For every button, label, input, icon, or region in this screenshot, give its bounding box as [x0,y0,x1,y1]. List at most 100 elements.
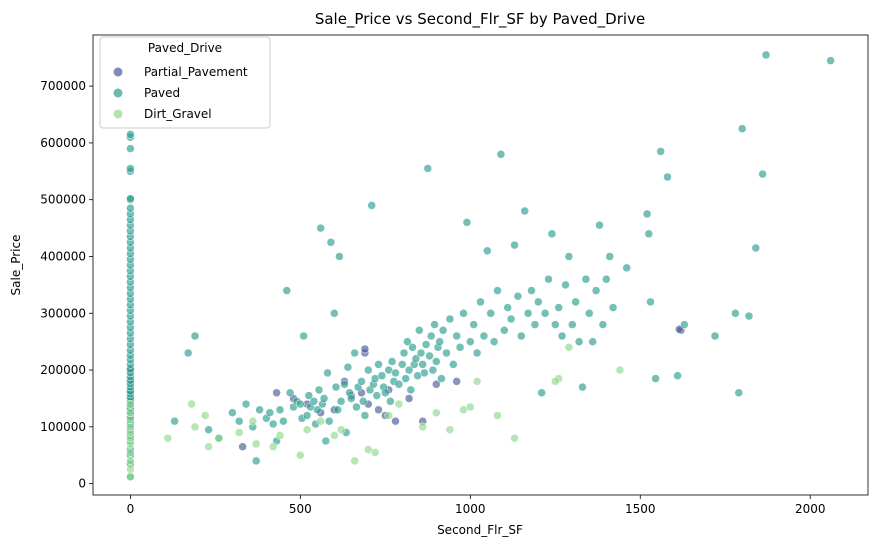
point-paved [503,303,512,312]
point-paved [734,388,744,398]
point-paved [642,209,652,219]
point-paved [517,331,526,341]
point-paved [358,397,368,406]
point-paved [296,399,305,409]
point-paved [377,371,387,380]
point-paved [442,348,451,358]
point-paved [428,365,438,375]
chart-title: Sale_Price vs Second_Flr_SF by Paved_Dri… [315,10,645,29]
point-partial-pavement [452,377,461,386]
x-axis-label: Second_Flr_SF [437,523,523,537]
point-dirt-gravel [190,422,200,432]
point-paved [644,229,654,239]
point-paved [523,309,533,318]
point-paved [452,331,461,341]
point-paved [445,314,455,324]
point-paved [544,274,553,284]
points-layer [126,50,835,482]
point-paved [234,416,244,426]
point-paved [527,286,536,295]
point-paved [335,252,344,261]
point-paved [483,246,492,256]
point-paved [493,286,502,295]
point-paved [622,263,631,273]
point-paved [401,374,410,383]
point-dirt-gravel [472,377,482,386]
point-paved [673,371,682,380]
y-tick-label: 600000 [40,136,86,150]
point-paved [279,416,288,426]
x-tick-label: 1000 [455,502,486,516]
point-dirt-gravel [466,402,475,412]
point-dirt-gravel [370,448,380,457]
point-paved [418,360,427,369]
point-paved [386,397,395,406]
point-paved [304,391,314,400]
point-paved [415,326,424,335]
point-paved [486,309,495,318]
y-tick-label: 700000 [40,79,86,93]
point-paved [591,286,601,295]
point-partial-pavement [238,442,247,451]
x-tick-label: 0 [127,502,135,516]
point-paved [554,303,563,312]
point-paved [513,291,523,301]
point-paved [663,172,672,182]
point-paved [534,297,543,307]
point-paved [255,405,264,415]
point-paved [449,360,458,369]
point-paved [421,340,431,349]
point-paved [313,405,322,415]
legend-box [99,36,271,129]
point-paved [324,416,334,426]
point-dirt-gravel [126,465,135,474]
point-paved [268,419,278,429]
point-paved [826,56,835,65]
point-paved [432,357,441,366]
y-axis-ticks: 0 100000 200000 300000 400000 500000 600000 700… [40,79,93,491]
point-partial-pavement [432,380,441,389]
y-axis-label: Sale_Price [9,235,23,296]
point-paved [430,320,439,329]
point-paved [416,348,426,358]
point-paved [438,326,448,335]
point-paved [564,252,574,261]
point-paved [605,252,614,261]
point-paved [598,320,608,329]
point-paved [588,337,597,346]
point-partial-pavement [374,405,383,415]
point-dirt-gravel [615,365,625,375]
point-paved [455,343,465,352]
point-dirt-gravel [316,416,325,426]
x-tick-label: 2000 [795,502,826,516]
point-paved [183,348,193,358]
point-paved [411,354,421,363]
point-dirt-gravel [551,377,560,386]
point-dirt-gravel [204,442,213,451]
point-paved [574,337,584,346]
point-dirt-gravel [432,408,441,417]
point-paved [479,331,489,341]
point-paved [360,411,370,420]
point-dirt-gravel [330,431,339,440]
point-dirt-gravel [418,422,427,432]
point-paved [364,365,373,375]
point-paved [496,150,506,159]
point-paved [282,286,292,295]
point-paved [309,397,319,406]
point-dirt-gravel [564,343,574,352]
legend-marker-paved [113,88,123,98]
point-paved [578,382,587,392]
legend-marker-partial-pavement [113,67,123,77]
point-dirt-gravel [275,431,285,440]
point-dirt-gravel [493,411,502,420]
point-paved [744,311,754,321]
point-paved [251,456,261,466]
point-dirt-gravel [126,399,135,409]
point-dirt-gravel [268,442,278,451]
point-paved [459,309,468,318]
point-dirt-gravel [445,425,455,434]
legend-marker-dirt-gravel [113,109,123,119]
x-tick-label: 500 [289,502,312,516]
point-paved [126,164,135,173]
